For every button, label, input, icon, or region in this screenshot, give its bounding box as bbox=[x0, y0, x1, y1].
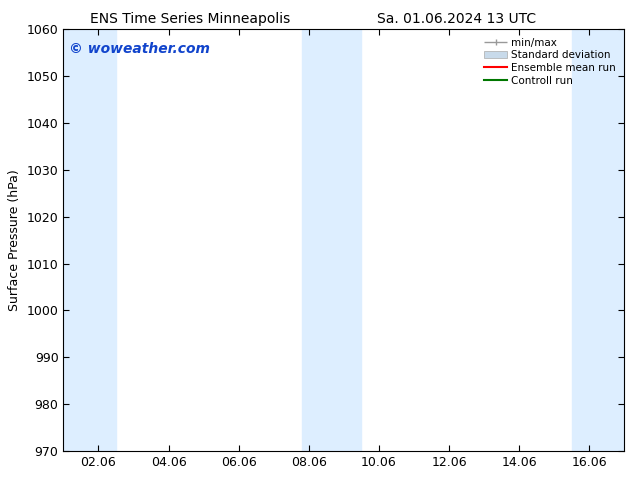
Bar bbox=[302, 29, 361, 451]
Bar bbox=[63, 29, 116, 451]
Text: ENS Time Series Minneapolis: ENS Time Series Minneapolis bbox=[90, 12, 290, 26]
Text: Sa. 01.06.2024 13 UTC: Sa. 01.06.2024 13 UTC bbox=[377, 12, 536, 26]
Y-axis label: Surface Pressure (hPa): Surface Pressure (hPa) bbox=[8, 169, 21, 311]
Bar bbox=[572, 29, 624, 451]
Text: © woweather.com: © woweather.com bbox=[69, 42, 210, 56]
Legend: min/max, Standard deviation, Ensemble mean run, Controll run: min/max, Standard deviation, Ensemble me… bbox=[481, 35, 619, 89]
